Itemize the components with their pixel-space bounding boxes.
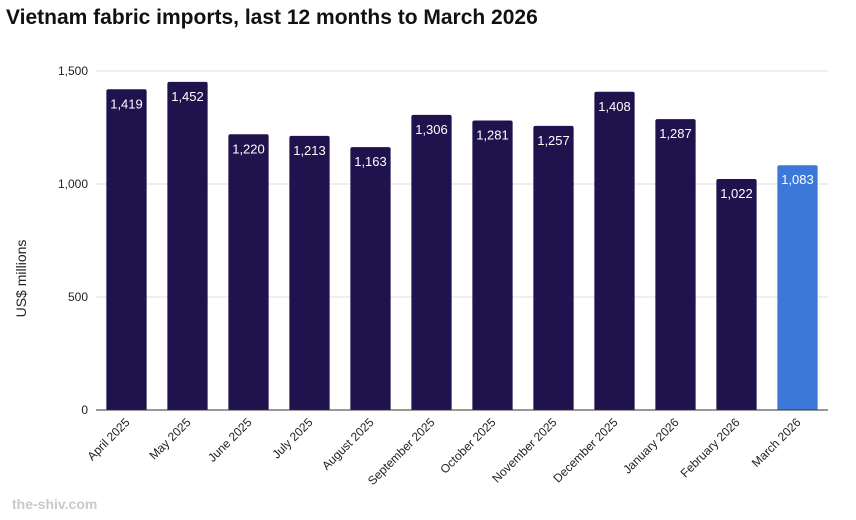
x-tick-label: December 2025	[550, 415, 621, 486]
bar	[533, 125, 574, 410]
x-tick-label: April 2025	[85, 415, 133, 463]
bar-value-label: 1,220	[232, 141, 265, 156]
bar	[655, 119, 696, 410]
bar	[594, 91, 635, 411]
chart-title: Vietnam fabric imports, last 12 months t…	[6, 6, 538, 29]
x-tick-label: January 2026	[620, 415, 682, 477]
bar-value-label: 1,287	[659, 126, 692, 141]
bar-value-labels: 1,419 1,452 1,220 1,213 1,163 1,306 1,281 1,257…	[110, 89, 814, 201]
y-axis-tick-labels: 0 500 1,000 1,500	[58, 64, 88, 417]
bar-value-label: 1,163	[354, 154, 387, 169]
bar-value-label: 1,257	[537, 133, 570, 148]
x-tick-label: August 2025	[319, 415, 377, 473]
bar	[411, 114, 452, 411]
bar-value-label: 1,306	[415, 122, 448, 137]
bar-value-label: 1,452	[171, 89, 204, 104]
bar-value-label: 1,281	[476, 127, 509, 142]
bar-value-label: 1,022	[720, 186, 753, 201]
x-tick-label: September 2025	[365, 415, 438, 488]
x-tick-label: June 2025	[205, 415, 255, 465]
bar	[289, 135, 330, 410]
bar-value-label: 1,408	[598, 99, 631, 114]
y-tick-label: 0	[81, 403, 88, 417]
footer-credit: the-shiv.com	[12, 496, 98, 512]
bar	[777, 165, 818, 410]
bar	[106, 89, 147, 410]
bar-value-label: 1,419	[110, 96, 143, 111]
y-tick-label: 1,500	[58, 64, 88, 78]
bar	[472, 120, 513, 410]
bar	[716, 179, 757, 410]
y-tick-label: 1,000	[58, 177, 88, 191]
x-tick-label: March 2026	[749, 415, 804, 470]
bar	[228, 134, 269, 410]
bar-value-label: 1,083	[781, 172, 814, 187]
bars	[106, 81, 818, 411]
bar	[350, 147, 391, 411]
bar	[167, 81, 208, 411]
x-tick-label: July 2025	[269, 415, 315, 461]
y-axis-title: US$ millions	[13, 240, 29, 318]
y-tick-label: 500	[68, 290, 88, 304]
x-tick-label: November 2025	[489, 415, 560, 486]
x-tick-label: May 2025	[146, 415, 193, 462]
x-tick-label: October 2025	[437, 415, 499, 477]
x-axis-tick-labels: April 2025 May 2025 June 2025 July 2025 Augu…	[85, 415, 804, 488]
gridlines	[96, 70, 828, 298]
bar-value-label: 1,213	[293, 143, 326, 158]
x-tick-label: February 2026	[678, 415, 743, 480]
